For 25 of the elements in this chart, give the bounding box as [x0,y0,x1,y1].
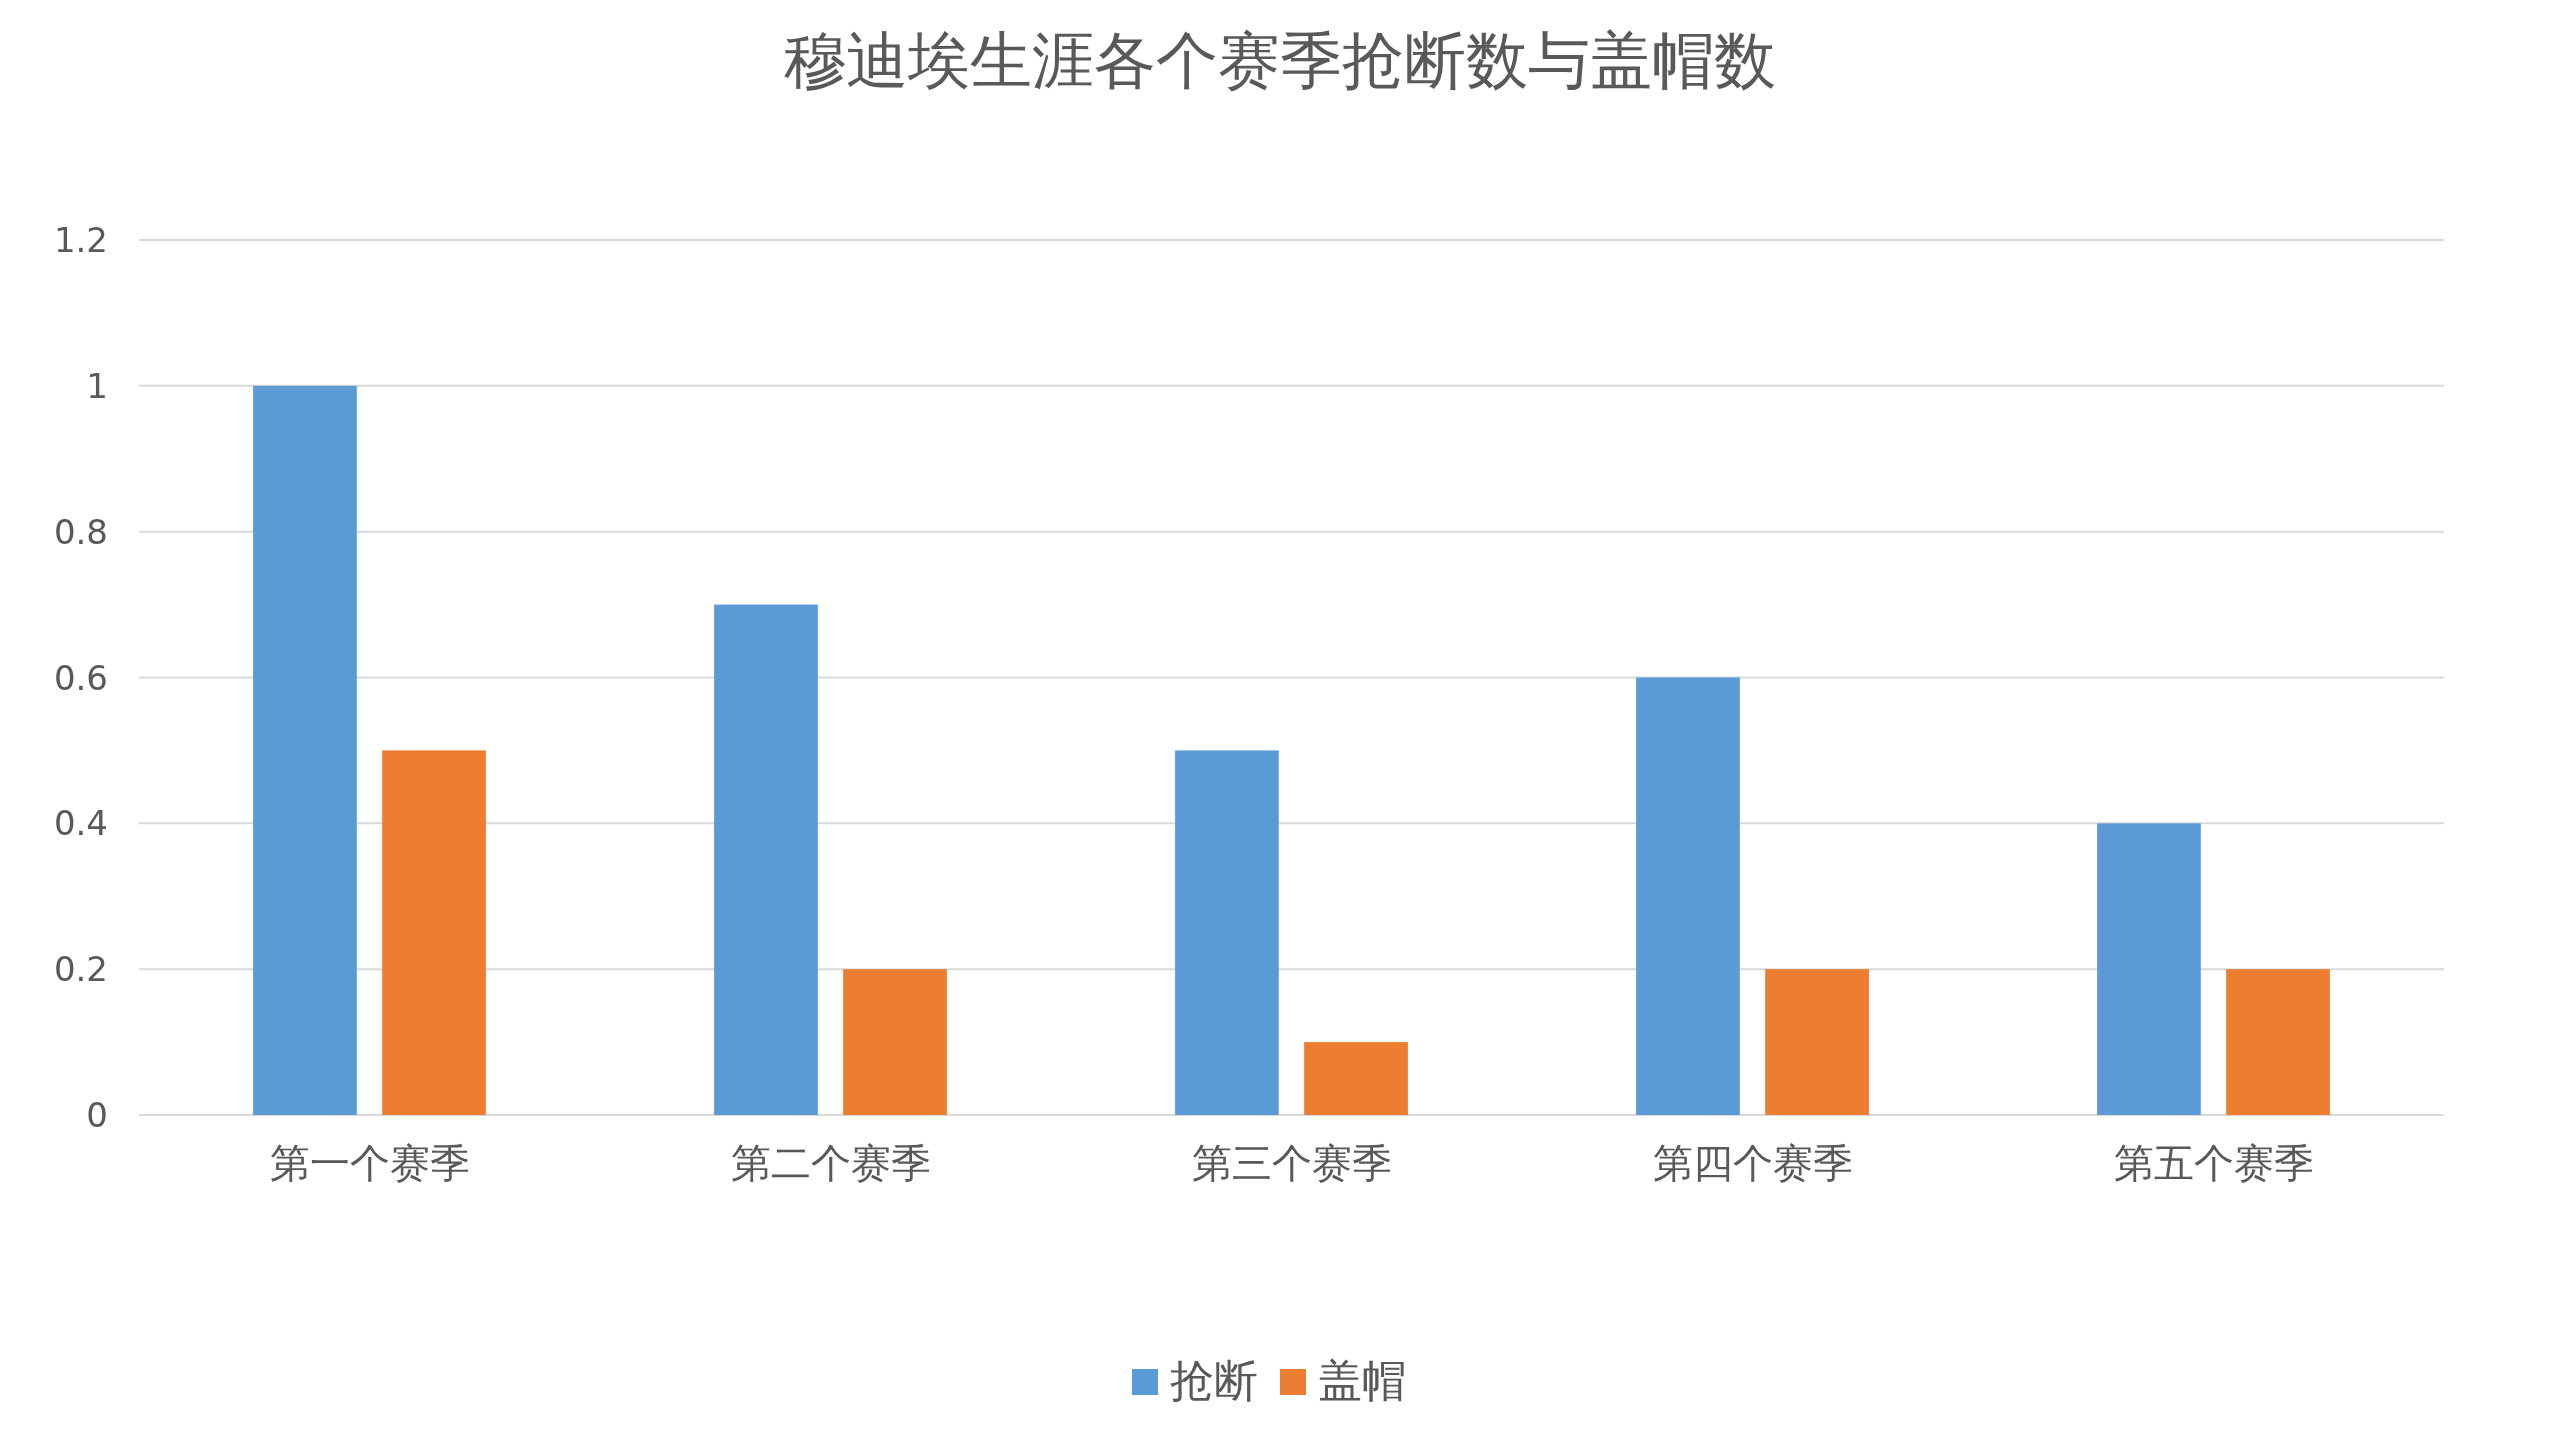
y-tick-label: 0.6 [53,657,108,698]
y-tick-label: 0.8 [53,511,108,552]
bar [2097,823,2201,1115]
bar [1636,677,1740,1115]
x-tick-label: 第四个赛季 [1652,1140,1853,1186]
x-tick-label: 第一个赛季 [269,1140,470,1186]
bar [1765,969,1869,1115]
y-tick-label: 1.2 [53,220,108,260]
y-tick-label: 1 [86,365,108,406]
x-tick-label: 第三个赛季 [1191,1140,1392,1186]
chart-title: 穆迪埃生涯各个赛季抢断数与盖帽数 [784,24,1776,97]
legend-label: 抢断 [1170,1355,1258,1406]
y-tick-label: 0.4 [53,803,108,844]
x-tick-label: 第二个赛季 [730,1140,931,1186]
bar [1175,750,1279,1115]
bar [253,385,357,1115]
y-tick-label: 0.2 [53,949,108,990]
y-tick-label: 0 [86,1095,108,1135]
bar [1304,1042,1408,1115]
bar [843,969,947,1115]
x-tick-label: 第五个赛季 [2113,1140,2314,1186]
bar [714,604,818,1115]
bar [2226,969,2330,1115]
bar [382,750,486,1115]
legend-label: 盖帽 [1318,1355,1406,1406]
